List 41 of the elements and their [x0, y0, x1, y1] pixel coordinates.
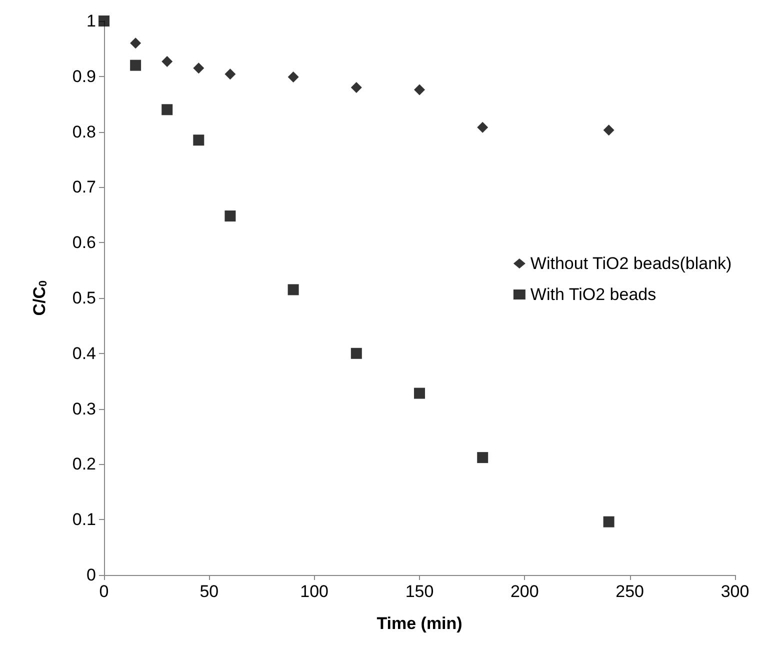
y-tick-label: 1: [86, 12, 96, 30]
point: [193, 62, 204, 74]
point: [130, 38, 142, 49]
y-axis-title: C/C0: [30, 280, 50, 316]
x-tick-label: 150: [405, 582, 434, 601]
point: [193, 134, 204, 146]
point: [477, 452, 488, 464]
x-tick-label: 300: [720, 582, 750, 601]
point: [414, 388, 425, 399]
point: [288, 71, 299, 82]
y-tick-label: 0.9: [72, 66, 96, 86]
y-tick-label: 0.3: [72, 399, 96, 418]
y-tick-label: 0.1: [72, 510, 96, 530]
x-tick-label: 100: [300, 582, 329, 601]
point: [224, 210, 236, 222]
point: [350, 348, 362, 359]
x-tick-label: 200: [510, 582, 539, 601]
point: [162, 56, 173, 67]
y-tick-label: 0.5: [72, 288, 96, 308]
y-tick-label: 0.2: [72, 454, 96, 474]
y-tick-label: 0.4: [72, 344, 96, 363]
point: [603, 516, 614, 528]
point: [603, 124, 614, 136]
point: [98, 16, 110, 26]
point: [414, 84, 425, 96]
point: [350, 82, 362, 93]
point: [477, 122, 488, 133]
y-tick-label: 0.8: [72, 122, 96, 142]
y-tick-label: 0.7: [72, 178, 96, 197]
x-tick-label: 50: [200, 582, 219, 601]
x-tick-label: 0: [99, 582, 109, 601]
point: [224, 68, 236, 80]
legend-label: Without TiO2 beads(blank): [530, 254, 732, 273]
x-tick-label: 250: [616, 582, 644, 601]
point: [130, 60, 142, 71]
legend-label: With TiO2 beads: [530, 285, 656, 304]
x-axis-title: Time (min): [376, 614, 462, 633]
y-tick-label: 0: [86, 566, 96, 584]
y-tick-label: 0.6: [72, 233, 96, 252]
point: [162, 104, 173, 116]
point: [288, 284, 299, 296]
